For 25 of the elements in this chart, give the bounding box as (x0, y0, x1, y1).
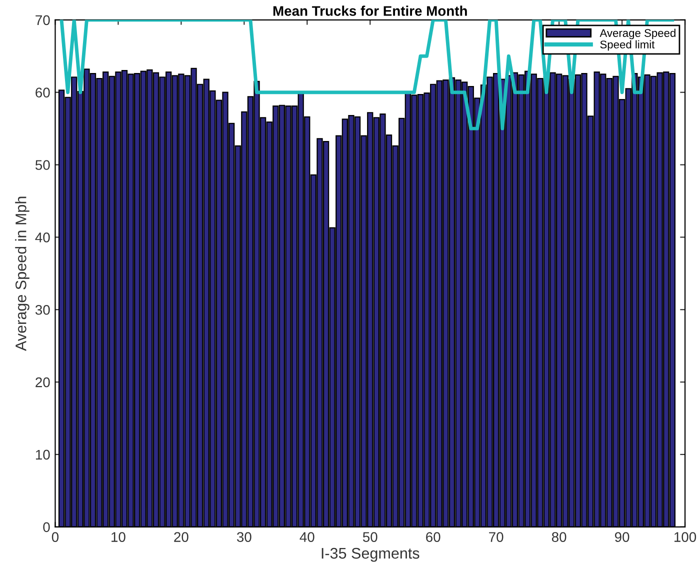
y-tick-label: 60 (36, 88, 50, 98)
y-axis-title: Average Speed in Mph (15, 196, 30, 351)
x-tick-label: 0 (52, 532, 59, 542)
chart-title: Mean Trucks for Entire Month (273, 6, 467, 16)
y-tick-label: 70 (36, 15, 50, 26)
x-axis-title: I-35 Segments (322, 548, 420, 562)
y-tick-label: 0 (43, 522, 50, 532)
y-tick-label: 20 (36, 377, 50, 388)
y-tick-label: 50 (35, 160, 50, 170)
legend-label: Speed limit (600, 40, 655, 51)
x-tick-label: 70 (489, 532, 504, 542)
line-series (60, 20, 674, 130)
x-tick-label: 90 (614, 532, 630, 542)
x-tick-label: 10 (112, 532, 126, 542)
x-tick-label: 20 (174, 532, 188, 542)
x-tick-label: 50 (362, 532, 378, 542)
x-tick-label: 40 (300, 532, 314, 542)
y-tick-label: 40 (35, 232, 50, 242)
x-tick-label: 30 (236, 532, 252, 542)
legend-label: Average Speed (600, 28, 676, 40)
x-tick-label: 80 (552, 532, 566, 542)
y-tick-label: 10 (36, 450, 50, 460)
x-tick-label: 100 (674, 532, 696, 542)
y-tick-label: 30 (35, 304, 50, 315)
x-tick-label: 60 (426, 532, 440, 542)
